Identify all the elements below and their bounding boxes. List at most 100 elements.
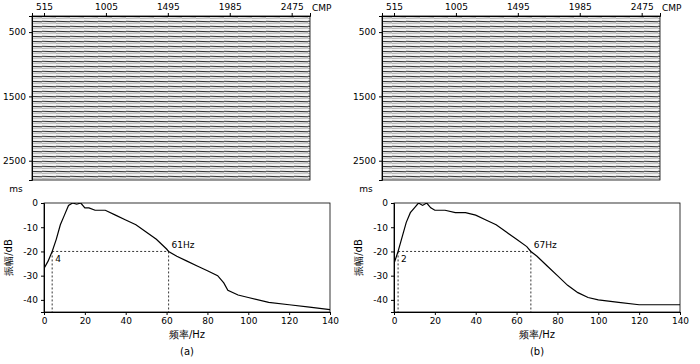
tick: 1495 [507, 2, 530, 16]
y-axis-title: 振幅/dB [3, 239, 14, 276]
tick-label: -40 [373, 295, 388, 305]
spectrum-line [44, 203, 330, 310]
x-axis-title: 频率/Hz [519, 329, 555, 340]
tick-label: 500 [359, 27, 376, 37]
annotation-hline [52, 251, 168, 252]
axis-line [379, 17, 383, 181]
tick-mark [41, 300, 44, 301]
tick-label: 2500 [3, 156, 26, 166]
axis: 500 1500 2500 [353, 17, 382, 181]
tick-label: 80 [552, 316, 564, 326]
tick-label: 2475 [631, 2, 654, 12]
tick-label: -10 [23, 223, 38, 233]
tick: 0 [32, 198, 44, 208]
tick: 0 [382, 198, 394, 208]
tick: -20 [373, 247, 394, 257]
tick-mark [167, 312, 168, 315]
tick-mark [680, 312, 681, 315]
tick: 20 [430, 312, 442, 326]
tick-label: 120 [281, 316, 298, 326]
tick-mark [207, 312, 208, 315]
tick-mark [85, 312, 86, 315]
tick: -20 [23, 247, 44, 257]
tick-label: 1005 [95, 2, 118, 12]
axis: 515 1005 1495 1985 2475 [33, 2, 311, 17]
tick-label: 140 [322, 316, 339, 326]
tick: 80 [202, 312, 214, 326]
tick-mark [518, 13, 519, 16]
tick-mark [379, 161, 382, 162]
tick: 515 [36, 2, 53, 16]
tick: 1985 [219, 2, 242, 16]
tick: 2500 [3, 156, 32, 166]
tick-label: 2500 [353, 156, 376, 166]
tick: 1005 [445, 2, 468, 16]
panel-caption: (a) [180, 346, 194, 357]
tick-label: 1005 [445, 2, 468, 12]
tick-label: 20 [80, 316, 92, 326]
tick-mark [391, 300, 394, 301]
tick-mark [435, 312, 436, 315]
canvas-svg: 515100514951985247550015002500CMPms02040… [0, 0, 700, 364]
axis: 5151005149519852475 [383, 2, 661, 17]
tick: 100 [590, 312, 607, 326]
tick: 20 [80, 312, 92, 326]
tick: 515 [386, 2, 403, 16]
tick-mark [639, 312, 640, 315]
tick-mark [557, 312, 558, 315]
tick-mark [168, 13, 169, 16]
seismic-section [32, 16, 310, 180]
axis: 0 -10 -20 -30 -40 [23, 198, 44, 312]
tick-mark [379, 32, 382, 33]
tick-label: 60 [511, 316, 523, 326]
tick: -40 [373, 295, 394, 305]
tick-mark [44, 13, 45, 16]
tick-label: 40 [120, 316, 132, 326]
tick: 1495 [157, 2, 180, 16]
tick-mark [476, 312, 477, 315]
tick: 2475 [281, 2, 304, 16]
tick: 500 [9, 27, 32, 37]
spectrum-panel: 0204060801001201400-10-20-30-40267Hz频率/H… [353, 198, 689, 357]
tick-label: 20 [430, 316, 442, 326]
tick-label: -10 [373, 223, 388, 233]
tick-label: 1985 [219, 2, 242, 12]
tick: 1500 [3, 92, 32, 102]
tick-mark [106, 13, 107, 16]
tick: 80 [552, 312, 564, 326]
tick-label: 1495 [157, 2, 180, 12]
tick-mark [391, 227, 394, 228]
annotation-vline [168, 251, 169, 312]
tick: 140 [322, 312, 339, 326]
section-panel: 515100514951985247550015002500CMPms [353, 2, 682, 194]
tick: 140 [672, 312, 689, 326]
tick-label: -30 [373, 271, 388, 281]
spectrum-panel: 0204060801001201400-10-20-30-40461Hz频率/H… [3, 198, 339, 357]
plot-frame [44, 203, 330, 312]
axis-line [41, 204, 45, 313]
tick-label: 0 [382, 198, 388, 208]
tick-mark [230, 13, 231, 16]
tick: 120 [631, 312, 648, 326]
seismic-section [382, 16, 660, 180]
plot-area [394, 203, 680, 312]
axis-line [45, 313, 331, 316]
tick: -10 [373, 223, 394, 233]
annotation-vline [530, 251, 531, 312]
tick: 1500 [353, 92, 382, 102]
tick: -30 [373, 271, 394, 281]
tick-label: 120 [631, 316, 648, 326]
axis-line [395, 313, 681, 316]
tick-label: -40 [23, 295, 38, 305]
axis: 500 1500 2500 [3, 17, 32, 181]
tick-mark [580, 13, 581, 16]
tick-label: 515 [36, 2, 53, 12]
annotation-label: 61Hz [172, 240, 195, 250]
tick-label: 80 [202, 316, 214, 326]
tick: 0 [392, 312, 398, 326]
tick-label: 2475 [281, 2, 304, 12]
tick-label: 100 [590, 316, 607, 326]
x-axis-title: 频率/Hz [169, 329, 205, 340]
tick: -30 [23, 271, 44, 281]
tick: 500 [359, 27, 382, 37]
